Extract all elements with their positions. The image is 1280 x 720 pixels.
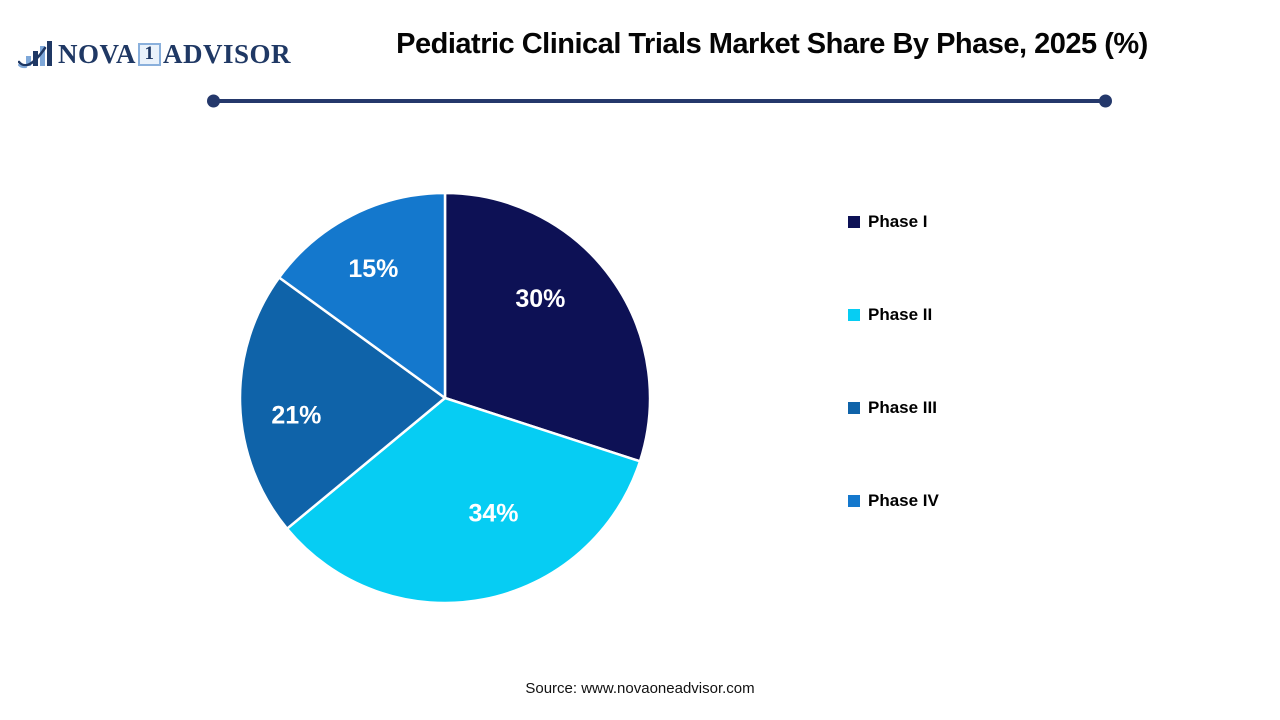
pie-data-label-phase-iv: 15% (348, 255, 398, 283)
legend-item-phase-i: Phase I (848, 212, 939, 232)
pie-slice-phase-iv (277, 191, 447, 400)
brand-advisor: ADVISOR (163, 38, 292, 69)
pie-data-label-phase-iii: 21% (271, 402, 321, 430)
legend-label-phase-iii: Phase III (868, 398, 937, 417)
logo-bars-icon (18, 41, 52, 69)
legend-item-phase-iv: Phase IV (848, 491, 939, 511)
legend-item-phase-ii: Phase II (848, 305, 939, 325)
legend-swatch-phase-ii (848, 309, 860, 321)
legend-swatch-phase-iv (848, 495, 860, 507)
divider-left-dot-icon (207, 94, 220, 108)
pie-slice-phase-ii (285, 396, 642, 605)
pie-slice-phase-iii (238, 276, 447, 530)
legend-label-phase-iv: Phase IV (868, 491, 939, 510)
page-title: Pediatric Clinical Trials Market Share B… (396, 28, 1148, 60)
pie-data-label-phase-ii: 34% (468, 499, 518, 527)
pie-slice-phase-i (443, 191, 652, 463)
divider-right-dot-icon (1099, 94, 1112, 108)
pie-chart: 30% 34% 21% 15% (238, 191, 652, 605)
source-text: Source: www.novaoneadvisor.com (525, 680, 755, 697)
legend-swatch-phase-iii (848, 402, 860, 414)
pie-data-label-phase-i: 30% (515, 285, 565, 313)
legend: Phase I Phase II Phase III Phase IV (848, 212, 939, 511)
legend-item-phase-iii: Phase III (848, 398, 939, 418)
brand-wordmark: NOVA 1 ADVISOR (58, 39, 291, 70)
legend-label-phase-i: Phase I (868, 212, 928, 231)
brand-nova: NOVA (58, 38, 137, 69)
title-underline (207, 94, 1112, 108)
brand-logo: NOVA 1 ADVISOR (18, 38, 291, 70)
legend-swatch-phase-i (848, 216, 860, 228)
brand-one-badge: 1 (138, 42, 162, 66)
legend-label-phase-ii: Phase II (868, 305, 933, 324)
